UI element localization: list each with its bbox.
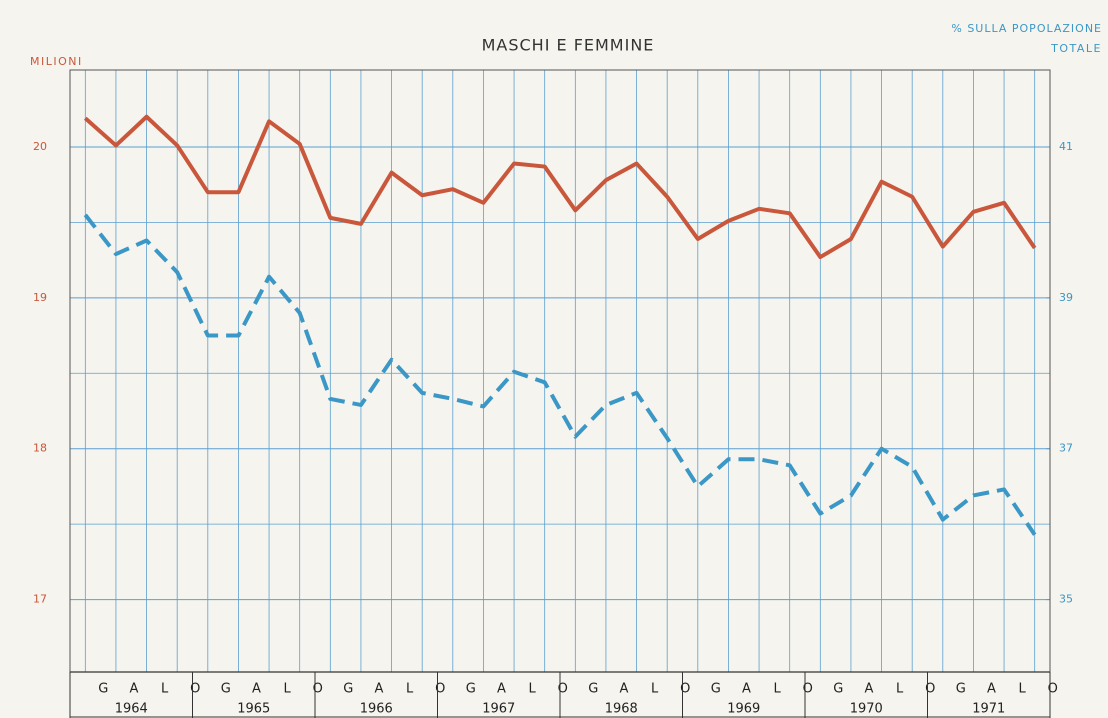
x-tick-label: G <box>343 682 353 697</box>
x-tick-label: G <box>98 682 108 697</box>
group-label: 1966 <box>360 702 393 717</box>
x-tick-label: O <box>680 682 690 697</box>
group-label: 1968 <box>605 702 638 717</box>
x-tick-label: A <box>742 682 751 697</box>
x-tick-label: G <box>711 682 721 697</box>
x-tick-label: L <box>406 682 414 697</box>
x-tick-label: O <box>558 682 568 697</box>
x-tick-label: L <box>1018 682 1026 697</box>
x-tick-label: O <box>803 682 813 697</box>
group-label: 1964 <box>115 702 148 717</box>
x-tick-label: G <box>956 682 966 697</box>
x-tick-label: A <box>497 682 506 697</box>
x-tick-label: A <box>252 682 261 697</box>
x-tick-label: G <box>221 682 231 697</box>
y-tick-label: 17 <box>33 593 47 606</box>
x-tick-label: O <box>190 682 200 697</box>
x-tick-label: A <box>987 682 996 697</box>
x-tick-label: A <box>864 682 873 697</box>
y-tick-label: 18 <box>33 442 47 455</box>
y2-tick-label: 41 <box>1059 140 1073 153</box>
x-tick-label: L <box>161 682 169 697</box>
y2-tick-label: 35 <box>1059 593 1073 606</box>
y2-axis-label: % SULLA POPOLAZIONE <box>951 22 1102 35</box>
x-tick-label: O <box>1048 682 1058 697</box>
x-tick-label: G <box>588 682 598 697</box>
chart-title: MASCHI E FEMMINE <box>482 36 655 55</box>
y-tick-label: 20 <box>33 140 47 153</box>
y2-tick-label: 37 <box>1059 442 1073 455</box>
x-tick-label: O <box>313 682 323 697</box>
x-tick-label: L <box>528 682 536 697</box>
y-tick-label: 19 <box>33 291 47 304</box>
group-label: 1969 <box>727 702 760 717</box>
group-label: 1967 <box>482 702 515 717</box>
x-tick-label: L <box>651 682 659 697</box>
x-tick-label: A <box>374 682 383 697</box>
y2-tick-label: 39 <box>1059 291 1073 304</box>
x-tick-label: O <box>925 682 935 697</box>
x-tick-label: G <box>466 682 476 697</box>
data-line <box>83 114 1037 260</box>
x-tick-label: L <box>773 682 781 697</box>
x-tick-label: A <box>619 682 628 697</box>
x-tick-label: A <box>129 682 138 697</box>
group-label: 1965 <box>237 702 270 717</box>
x-tick-label: G <box>833 682 843 697</box>
y-axis-label: MILIONI <box>30 55 83 68</box>
y2-axis-label: TOTALE <box>1050 42 1102 55</box>
x-tick-label: O <box>435 682 445 697</box>
x-tick-label: L <box>896 682 904 697</box>
group-label: 1971 <box>972 702 1005 717</box>
x-tick-label: L <box>283 682 291 697</box>
group-label: 1970 <box>850 702 883 717</box>
